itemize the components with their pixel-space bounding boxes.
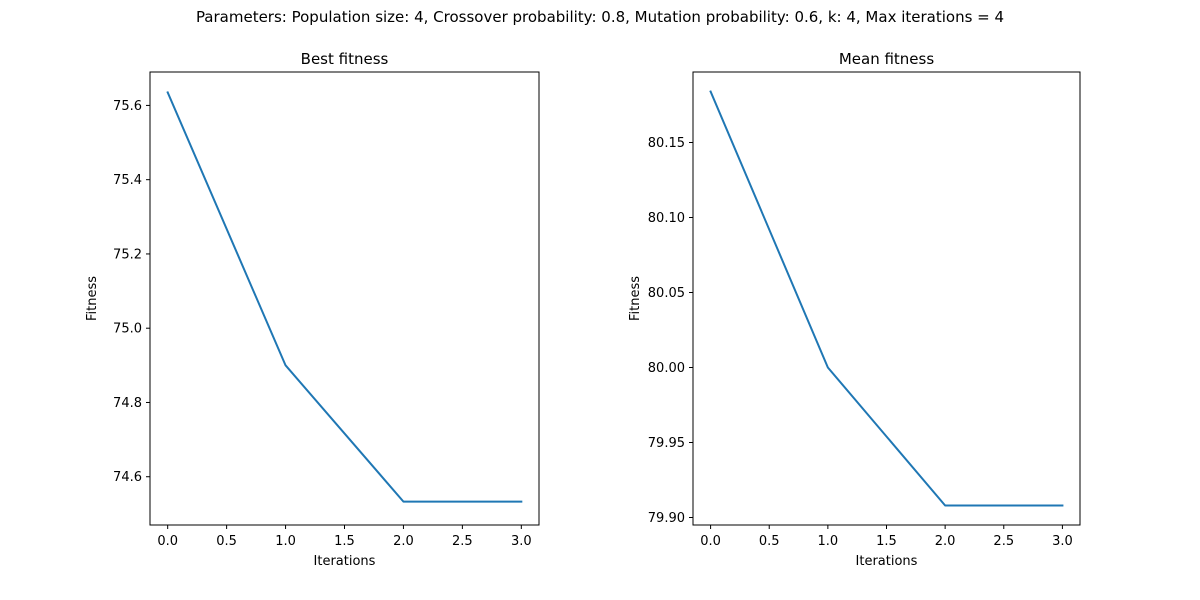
- chart-2-xlabel: Iterations: [856, 554, 918, 569]
- chart-2-axes-frame: [692, 71, 1081, 526]
- chart-1-ylabel: Fitness: [85, 276, 100, 321]
- chart-1-ytick-label: 74.6: [113, 470, 142, 485]
- chart-1-axes-frame: [149, 71, 540, 526]
- figure-suptitle: Parameters: Population size: 4, Crossove…: [195, 8, 1005, 26]
- chart-1-xtick-label: 2.5: [452, 534, 473, 549]
- chart-2-ylabel: Fitness: [628, 276, 643, 321]
- chart-1-series-line-1: [166, 91, 523, 503]
- chart-1-title: Best fitness: [301, 50, 389, 68]
- chart-1-xlabel: Iterations: [314, 554, 376, 569]
- chart-2-xtick-label: 2.5: [993, 534, 1014, 549]
- chart-1-xtick-label: 0.5: [216, 534, 237, 549]
- chart-1-ytick-label: 75.0: [113, 322, 142, 337]
- chart-1-xtick-label: 1.5: [334, 534, 355, 549]
- chart-2-ytick-label: 80.10: [648, 211, 685, 226]
- chart-1-ytick-label: 74.8: [113, 396, 142, 411]
- chart-2-ytick-label: 80.15: [648, 136, 685, 151]
- chart-1-ytick-label: 75.6: [113, 99, 142, 114]
- chart-2-ytick-label: 79.90: [648, 511, 685, 526]
- chart-1-ytick-label: 75.2: [113, 247, 142, 262]
- chart-2-ytick-label: 79.95: [648, 436, 685, 451]
- chart-2-ytick-label: 80.00: [648, 361, 685, 376]
- chart-2-xtick-label: 1.5: [876, 534, 897, 549]
- chart-2-xtick-label: 3.0: [1052, 534, 1073, 549]
- chart-1-xtick-label: 2.0: [393, 534, 414, 549]
- chart-1-xtick-label: 0.0: [157, 534, 178, 549]
- chart-2-title: Mean fitness: [839, 50, 935, 68]
- chart-2-series-line-1: [709, 90, 1064, 507]
- chart-2-xtick-label: 2.0: [935, 534, 956, 549]
- chart-1-xtick-label: 3.0: [511, 534, 532, 549]
- chart-2-xtick-label: 1.0: [818, 534, 839, 549]
- chart-2-xtick-label: 0.0: [700, 534, 721, 549]
- chart-1-ytick-label: 75.4: [113, 173, 142, 188]
- chart-2-ytick-label: 80.05: [648, 286, 685, 301]
- chart-1-xtick-label: 1.0: [275, 534, 296, 549]
- chart-2-xtick-label: 0.5: [759, 534, 780, 549]
